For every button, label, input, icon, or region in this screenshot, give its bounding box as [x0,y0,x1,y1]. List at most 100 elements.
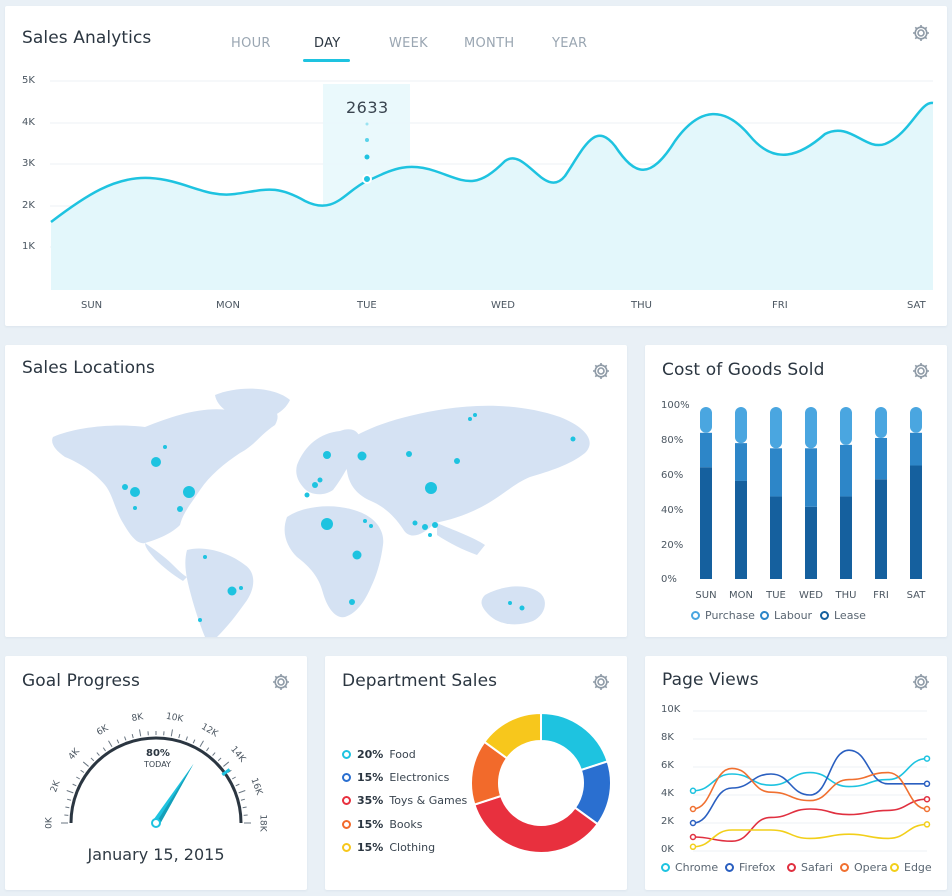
legend-opera-label: Opera [854,861,888,874]
gauge-tick [67,798,72,801]
legend-lease: Lease [820,609,866,622]
bar-lease-sat [910,465,922,579]
gear-icon[interactable] [591,672,611,692]
cogs-bar-chart: SUN MON TUE WED THU FRI SAT [695,407,927,601]
cogs-x-label: WED [799,590,823,601]
x-label-sun: SUN [81,300,103,311]
gauge-tick [185,736,188,741]
pv-y-2k: 2K [661,816,674,827]
bar-lease-thu [840,496,852,579]
legend-lease-label: Lease [834,609,866,622]
pv-y-6k: 6K [661,760,674,771]
legend-firefox-label: Firefox [739,861,776,874]
pv-point-firefox [923,780,931,788]
gauge-caption: TODAY [144,760,171,769]
gauge-tick [90,757,95,762]
donut-slice-clothing [482,711,542,760]
tab-year[interactable]: YEAR [552,36,588,51]
y-tick-1k: 1K [22,241,35,252]
dept-item-electronics: 15% Electronics [342,771,449,784]
legend-chrome-swatch [661,863,670,872]
sales-locations-card: Sales Locations [5,345,627,637]
gauge-tick [72,783,77,787]
bar-lease-tue [770,496,782,579]
gauge-needle [152,763,194,826]
tab-week[interactable]: WEEK [389,36,429,51]
legend-opera-swatch [840,863,849,872]
gear-icon[interactable] [911,23,931,43]
cogs-x-label: THU [835,590,857,601]
pv-y-8k: 8K [661,732,674,743]
legend-edge-swatch [890,863,899,872]
pv-point-edge [689,843,697,851]
pv-y-10k: 10K [661,704,681,715]
pv-point-opera [689,805,697,813]
x-label-sat: SAT [907,300,926,311]
dept-item-food: 20% Food [342,748,416,761]
goal-date: January 15, 2015 [87,845,225,864]
sales-line [50,101,934,223]
legend-firefox: Firefox [725,861,775,874]
gauge-tick [192,739,196,744]
tab-month[interactable]: MONTH [464,36,515,51]
gauge-tick [76,776,81,780]
bar-lease-mon [735,480,747,579]
cost-of-goods-title: Cost of Goods Sold [662,360,825,380]
gauge-tick [217,757,222,762]
gear-icon[interactable] [591,361,611,381]
legend-edge: Edge [890,861,932,874]
legend-edge-label: Edge [904,861,932,874]
bar-purchase-sat [910,407,922,433]
y-tick-5k: 5K [22,75,35,86]
tab-hour[interactable]: HOUR [231,36,271,51]
pv-point-edge [923,821,931,828]
gear-icon[interactable] [911,361,931,381]
bar-purchase-mon [735,407,747,444]
gauge-tick [131,734,134,739]
cogs-x-label: SAT [907,590,927,601]
gauge-progress-marker [221,768,231,777]
legend-labour-swatch [760,611,769,620]
dept-clothing-swatch [342,843,351,852]
gauge-tick [199,740,204,748]
x-label-mon: MON [216,300,240,311]
x-label-wed: WED [491,300,515,311]
pv-point-chrome [923,755,931,762]
pv-line-firefox [692,749,927,824]
dept-electronics-pct: 15% [357,771,384,784]
gear-icon[interactable] [271,672,291,692]
bar-purchase-tue [770,407,782,449]
goal-progress-title: Goal Progress [22,671,140,691]
cogs-x-label: TUE [765,590,786,601]
department-donut [470,711,612,854]
legend-chrome: Chrome [661,861,718,874]
tab-day[interactable]: DAY [314,36,341,51]
page-views-title: Page Views [662,670,759,690]
donut-slice-toys-games [473,794,600,854]
bar-purchase-thu [840,407,852,445]
dept-food-swatch [342,750,351,759]
gauge-tick [96,752,100,756]
gauge-tick [116,739,120,744]
bar-labour-sat [910,432,922,466]
cost-of-goods-card: Cost of Goods Sold 100% 80% 60% 40% 20% … [645,345,947,637]
dept-clothing-pct: 15% [357,841,384,854]
gauge-tick-label: 12K [199,722,220,740]
bar-lease-wed [805,506,817,579]
legend-safari: Safari [787,861,833,874]
dept-item-toys: 35% Toys & Games [342,794,467,807]
cogs-y-20: 20% [661,540,684,551]
dept-item-clothing: 15% Clothing [342,841,435,854]
cogs-y-0: 0% [661,574,677,585]
gauge-tick [178,734,181,739]
cogs-y-40: 40% [661,505,684,516]
gauge-pivot [151,818,161,828]
pv-line-opera [692,767,928,810]
gauge-arc [69,736,243,824]
department-sales-title: Department Sales [342,671,498,691]
gear-icon[interactable] [911,672,931,692]
gauge-tick [102,747,106,752]
gauge-tick-label: 2K [49,778,63,793]
dept-books-swatch [342,820,351,829]
gauge-tick-label: 18K [258,814,268,832]
